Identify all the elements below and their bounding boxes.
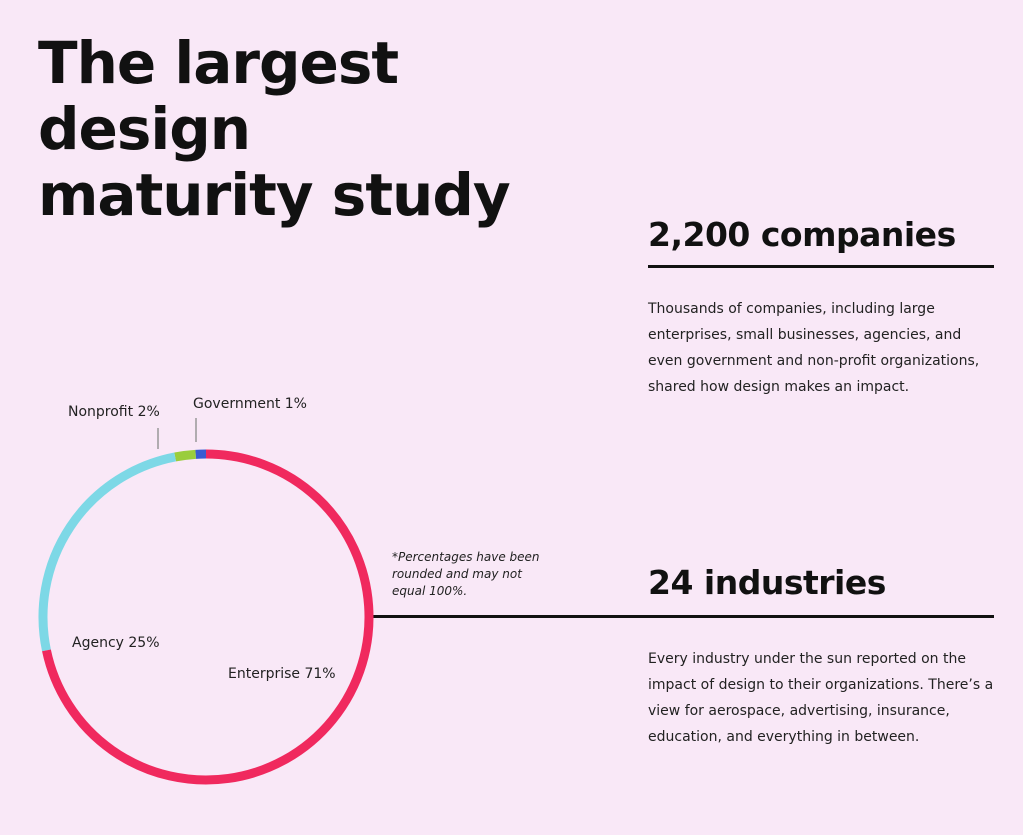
stat-heading: 24 industries [648, 563, 886, 602]
slice-value: 2% [138, 404, 160, 420]
slice-label: Agency 25% [72, 635, 160, 651]
chart-note: *Percentages have been rounded and may n… [392, 550, 540, 598]
slice-value: 71% [304, 666, 335, 682]
slice-category: Nonprofit [68, 404, 134, 420]
slice-value: 25% [128, 635, 159, 651]
stat-body: Thousands of companies, including large … [648, 301, 980, 395]
heading-rule [372, 615, 994, 618]
slice-label: Enterprise 71% [228, 666, 336, 682]
slice-value: 1% [285, 396, 307, 412]
slice-category: Enterprise [228, 666, 300, 682]
page-title: The largest design maturity study [38, 29, 511, 229]
slice-label: Government 1% [193, 396, 307, 412]
slice-category: Agency [72, 635, 124, 651]
donut-slice [42, 449, 374, 785]
donut-slice [38, 452, 177, 652]
donut-slice [174, 449, 196, 462]
slice-category: Government [193, 396, 281, 412]
stat-heading: 2,200 companies [648, 215, 956, 254]
heading-rule [648, 265, 994, 268]
stat-body: Every industry under the sun reported on… [648, 651, 994, 745]
slice-label: Nonprofit 2% [68, 404, 160, 420]
